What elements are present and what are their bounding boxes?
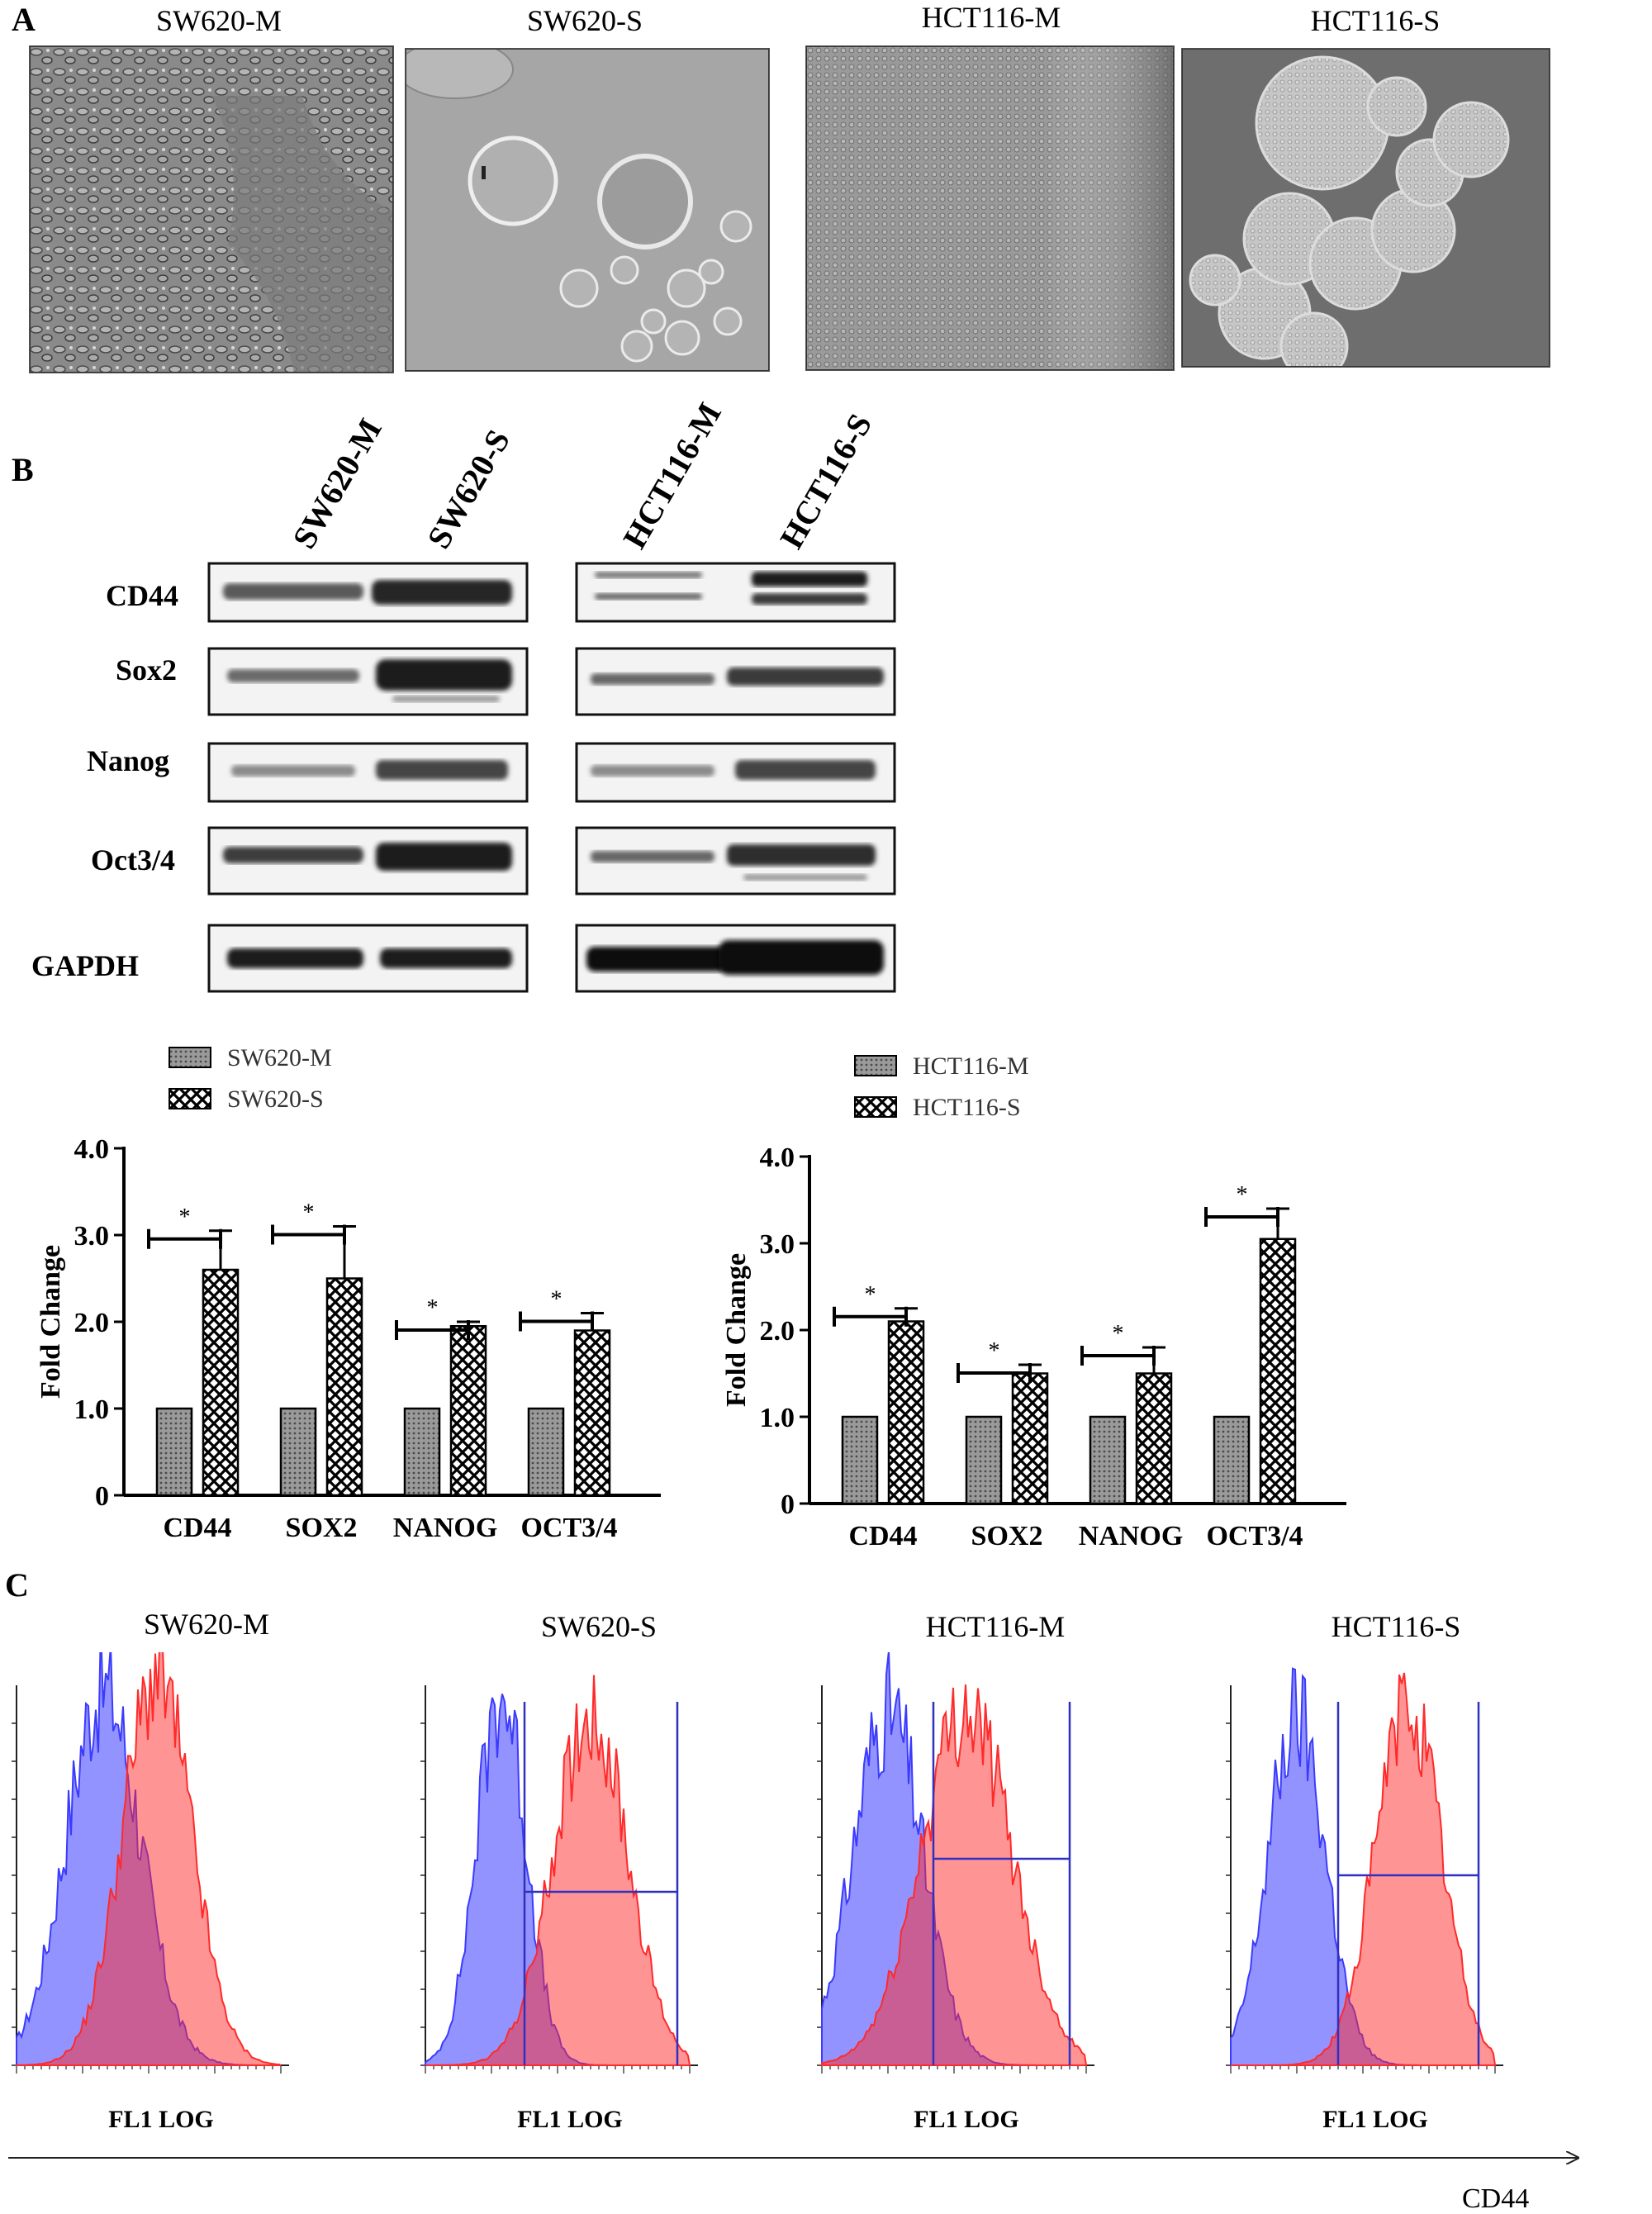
flow-cytometry-histograms: FL1 LOG FL1 LOG FL1 LOG FL1 LOG CD44 (8, 1652, 1652, 2214)
x-tick-label: CD44 (848, 1521, 917, 1551)
image-label-hct116-m: HCT116-M (921, 1, 1061, 34)
x-tick-label: NANOG (393, 1513, 498, 1543)
y-tick-label: 2.0 (74, 1308, 110, 1338)
histogram-1: FL1 LOG (420, 1675, 698, 2133)
y-tick-label: 0 (781, 1489, 795, 1520)
bar (1011, 1372, 1049, 1505)
x-tick-label: SOX2 (971, 1521, 1043, 1551)
bar (449, 1325, 487, 1497)
blot-label-gapdh: GAPDH (31, 949, 139, 982)
blot-label-nanog: Nanog (87, 744, 170, 777)
y-tick-label: 4.0 (74, 1134, 110, 1165)
sig-star: * (427, 1295, 439, 1321)
hist-x-label: FL1 LOG (914, 2106, 1019, 2133)
legend-swatch-0 (854, 1055, 897, 1076)
x-tick-label: OCT3/4 (1206, 1521, 1303, 1551)
blot-label-sox2: Sox2 (116, 653, 178, 687)
blot-label-oct34: Oct3/4 (91, 843, 175, 877)
histogram-title-hct116-m: HCT116-M (925, 1610, 1066, 1643)
sig-star: * (179, 1204, 191, 1230)
cd44-histogram (425, 1675, 691, 2066)
legend-label-1: HCT116-S (913, 1094, 1021, 1121)
legend-label-1: SW620-S (227, 1086, 324, 1113)
micrograph-hct116-m (805, 45, 1175, 371)
y-tick-label: 2.0 (760, 1316, 795, 1347)
hist-x-label: FL1 LOG (108, 2106, 214, 2133)
sig-star: * (865, 1282, 876, 1308)
bar (527, 1407, 565, 1497)
hist-x-label: FL1 LOG (517, 2106, 623, 2133)
bar (1089, 1415, 1127, 1505)
x-tick-label: CD44 (163, 1513, 231, 1543)
legend-swatch-1 (854, 1096, 897, 1118)
bar (887, 1320, 925, 1505)
micrograph-sw620-m (29, 45, 394, 373)
y-axis-label: Fold Change (721, 1253, 752, 1407)
blot-label-cd44: CD44 (106, 579, 178, 612)
histogram-title-sw620-s: SW620-S (540, 1610, 657, 1643)
sig-star: * (989, 1338, 1000, 1364)
bar (573, 1329, 611, 1497)
histogram-title-sw620-m: SW620-M (144, 1608, 269, 1641)
image-label-hct116-s: HCT116-S (1310, 4, 1441, 37)
y-tick-label: 4.0 (760, 1143, 795, 1173)
sig-star: * (1113, 1321, 1124, 1347)
bar (202, 1268, 240, 1497)
histogram-title-hct116-s: HCT116-S (1331, 1610, 1461, 1643)
image-label-sw620-s: SW620-S (526, 4, 643, 37)
y-tick-label: 1.0 (74, 1394, 110, 1425)
x-tick-label: OCT3/4 (520, 1513, 617, 1543)
panel-letter-c: C (5, 1566, 29, 1603)
image-label-sw620-m: SW620-M (156, 4, 282, 37)
bar (965, 1415, 1003, 1505)
legend-label-0: SW620-M (227, 1044, 332, 1071)
sig-star: * (551, 1287, 563, 1313)
histogram-2: FL1 LOG (817, 1652, 1094, 2133)
bar (325, 1277, 363, 1497)
bar (841, 1415, 879, 1505)
western-blot (207, 562, 896, 993)
histogram-3: FL1 LOG (1226, 1667, 1503, 2133)
y-tick-label: 0 (95, 1481, 109, 1512)
bar (403, 1407, 441, 1497)
y-tick-label: 3.0 (760, 1229, 795, 1260)
panel-letter-a: A (12, 1, 36, 38)
bar (1213, 1415, 1251, 1505)
bar (1259, 1238, 1297, 1505)
bar (1135, 1372, 1173, 1505)
cd44-arrow-label: CD44 (1462, 2183, 1529, 2214)
bar (279, 1407, 317, 1497)
x-tick-label: SOX2 (286, 1513, 358, 1543)
bar (155, 1407, 193, 1497)
cd44-histogram (1231, 1672, 1497, 2066)
lane-label-hct116-m: HCT116-M (615, 396, 729, 555)
bar-chart-hct116: HCT116-M HCT116-S 0 1.0 2.0 3.0 4.0 Fold Change… (721, 1052, 1346, 1551)
cd44-histogram (821, 1684, 1088, 2066)
y-axis-label: Fold Change (36, 1245, 66, 1399)
legend-label-0: HCT116-M (913, 1052, 1029, 1080)
lane-label-hct116-s: HCT116-S (772, 407, 880, 555)
micrograph-hct116-s (1181, 48, 1550, 368)
hist-x-label: FL1 LOG (1322, 2106, 1428, 2133)
legend-swatch-0 (169, 1047, 211, 1068)
sig-star: * (1237, 1182, 1248, 1208)
bar-chart-sw620: SW620-M SW620-S 0 1.0 2.0 3.0 4.0 Fold Change * C… (36, 1044, 661, 1543)
micrograph-sw620-s (405, 48, 770, 372)
panel-letter-b: B (12, 451, 34, 488)
x-tick-label: NANOG (1079, 1521, 1184, 1551)
lane-label-sw620-m: SW620-M (285, 411, 389, 555)
lane-label-sw620-s: SW620-S (420, 423, 518, 555)
cd44-histogram (16, 1652, 282, 2066)
sig-star: * (303, 1200, 315, 1226)
y-tick-label: 1.0 (760, 1403, 795, 1433)
histogram-0: FL1 LOG (12, 1652, 289, 2133)
legend-swatch-1 (169, 1088, 211, 1109)
y-tick-label: 3.0 (74, 1221, 110, 1252)
